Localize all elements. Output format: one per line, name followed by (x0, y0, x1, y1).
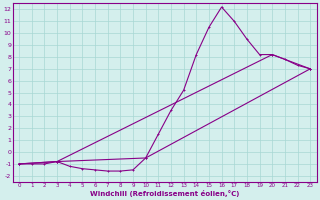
X-axis label: Windchill (Refroidissement éolien,°C): Windchill (Refroidissement éolien,°C) (90, 190, 239, 197)
